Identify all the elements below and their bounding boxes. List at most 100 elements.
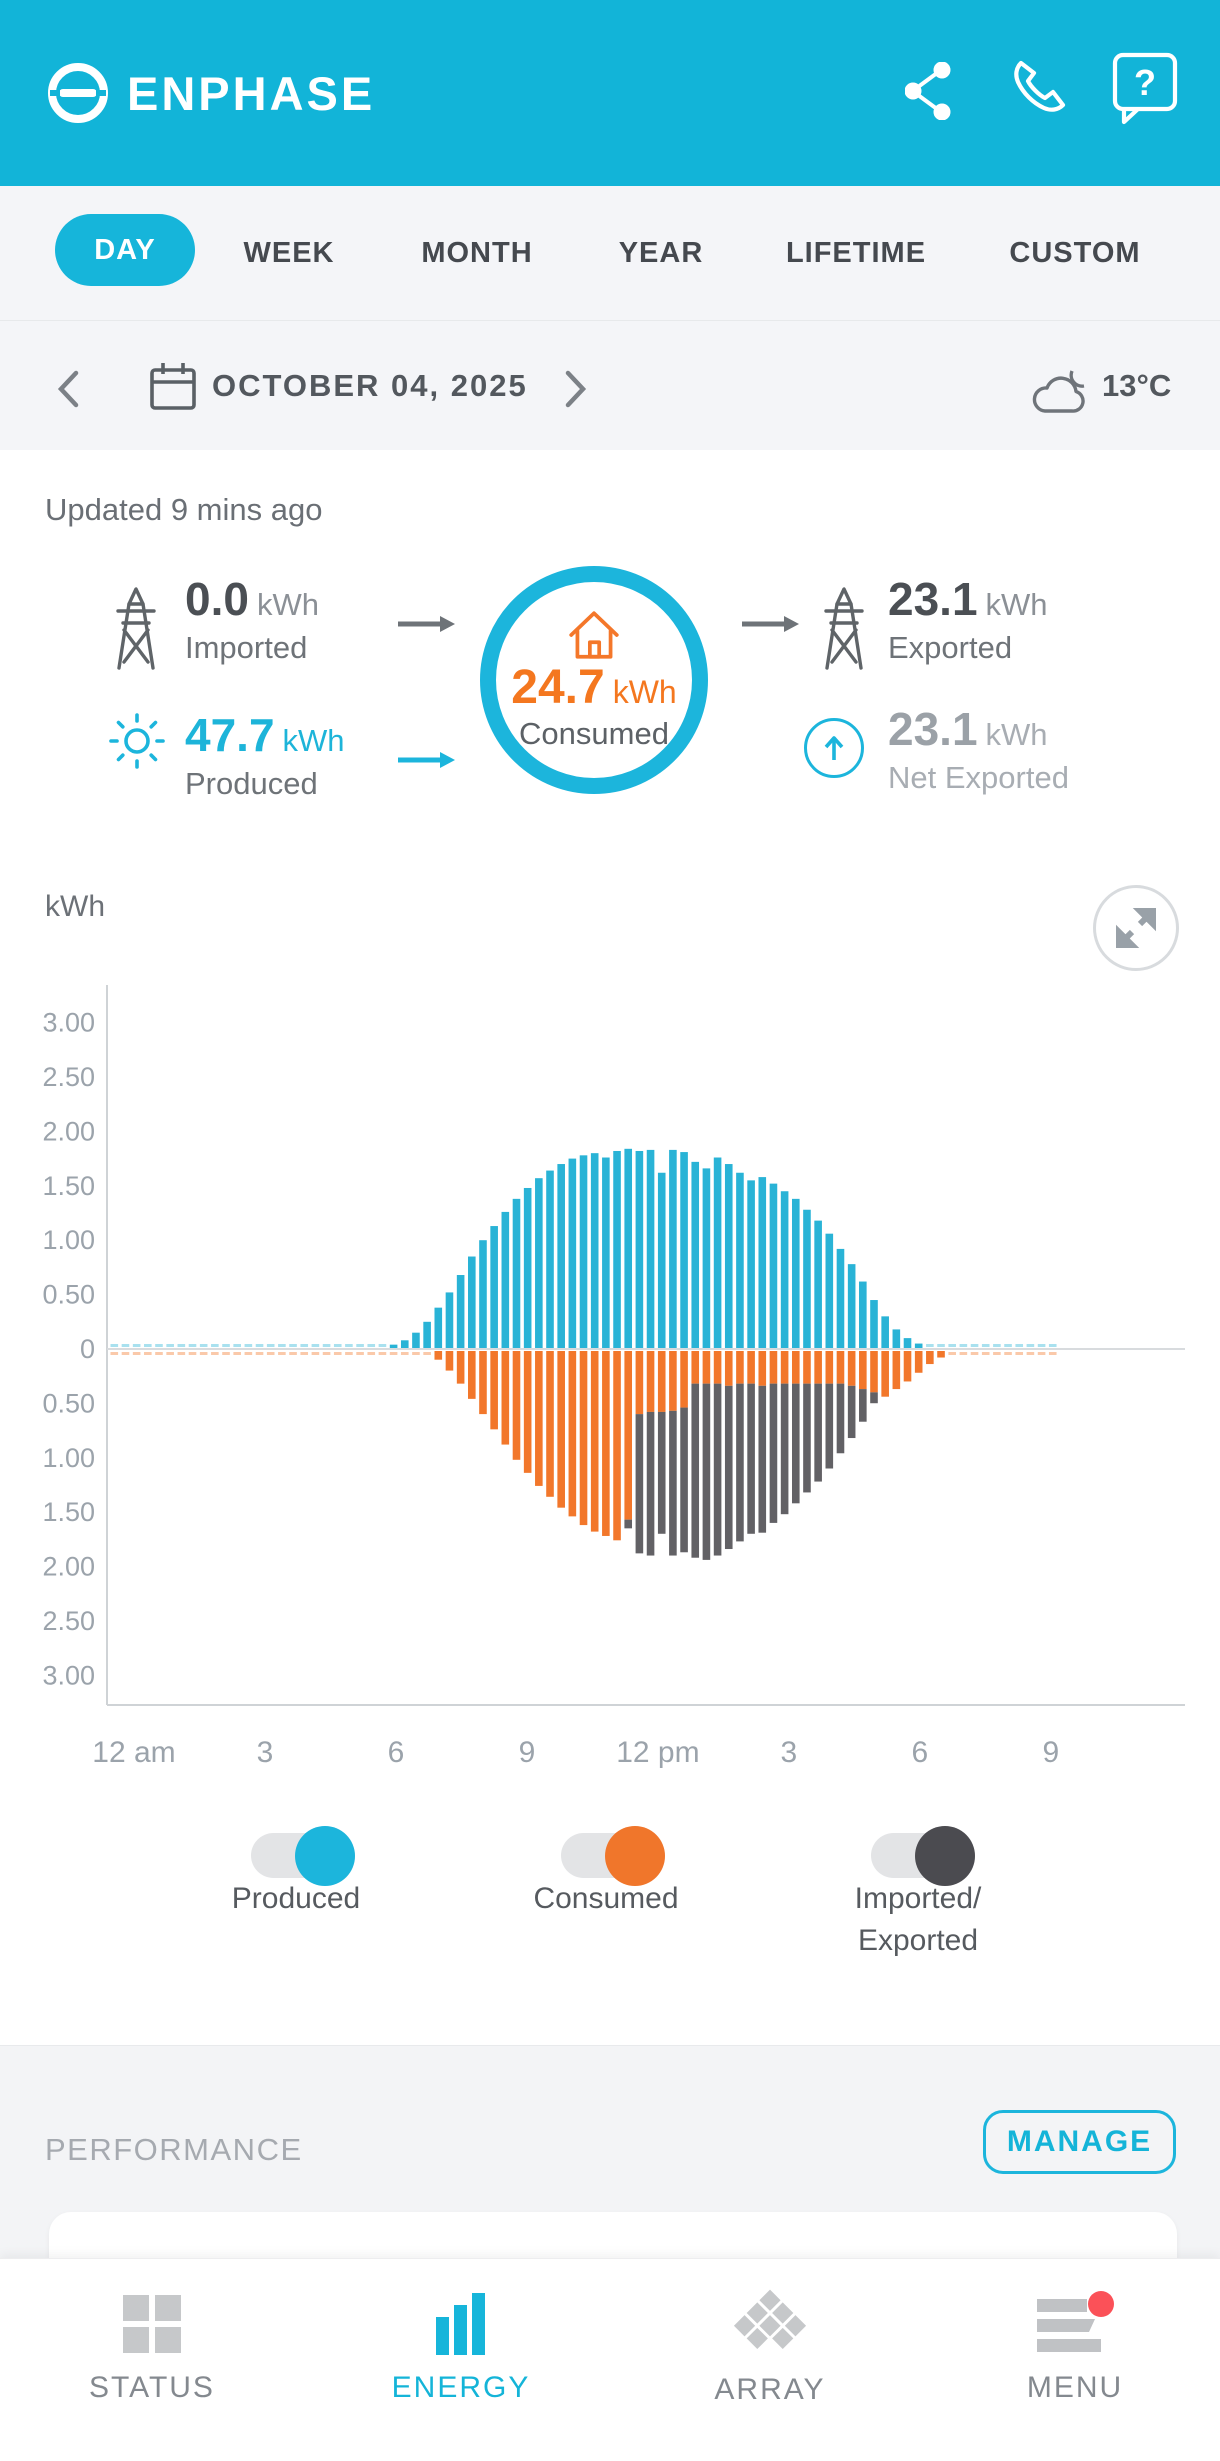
bar-exported (736, 1383, 744, 1542)
bar-consumed (657, 1351, 666, 1412)
dash-produced (367, 1344, 376, 1347)
bar-consumed (836, 1351, 845, 1384)
exported-label: Exported (888, 630, 1013, 665)
bar-produced (456, 1275, 465, 1349)
dash-produced (211, 1344, 219, 1347)
bar-consumed (646, 1351, 655, 1412)
dash-consumed (233, 1352, 241, 1355)
nav-energy[interactable]: ENERGY (351, 2259, 571, 2461)
bar-consumed (635, 1351, 644, 1415)
bar-consumed (903, 1351, 912, 1382)
energy-summary: Updated 9 mins ago 0.0 kWh Imported (0, 450, 1220, 849)
bar-consumed (892, 1351, 901, 1390)
manage-button[interactable]: MANAGE (983, 2110, 1176, 2174)
bar-consumed (523, 1351, 532, 1473)
bar-produced (803, 1209, 811, 1349)
dash-produced (948, 1344, 956, 1347)
bar-consumed (769, 1351, 778, 1384)
nav-status[interactable]: STATUS (42, 2259, 262, 2461)
enphase-logo-icon (48, 63, 108, 123)
net-exported-value: 23.1 kWh Net Exported (888, 703, 1069, 795)
dash-consumed (1037, 1352, 1046, 1355)
bar-produced (613, 1150, 621, 1349)
tab-custom[interactable]: CUSTOM (1009, 236, 1141, 269)
bar-produced (657, 1172, 666, 1349)
bar-consumed (780, 1351, 789, 1384)
nav-energy-label: ENERGY (391, 2371, 531, 2404)
dash-consumed (244, 1352, 253, 1355)
tab-year[interactable]: YEAR (618, 236, 704, 269)
produced-label: Produced (185, 766, 318, 801)
consumed-toggle-label: Consumed (533, 1882, 679, 1915)
bar-consumed (512, 1351, 521, 1460)
performance-section: PERFORMANCE MANAGE (0, 2045, 1220, 2259)
bar-produced (400, 1340, 409, 1349)
produced-toggle-knob[interactable] (295, 1826, 355, 1886)
dash-produced (266, 1344, 275, 1347)
dash-consumed (1048, 1352, 1057, 1355)
bar-produced (412, 1332, 420, 1349)
dash-produced (144, 1344, 152, 1347)
current-date[interactable]: OCTOBER 04, 2025 (212, 367, 528, 403)
bar-produced (423, 1321, 431, 1349)
dash-consumed (993, 1352, 1001, 1355)
nav-menu[interactable]: MENU (965, 2259, 1185, 2461)
bar-consumed (870, 1351, 878, 1393)
dash-produced (970, 1344, 979, 1347)
dash-produced (222, 1344, 230, 1347)
bar-produced (914, 1343, 923, 1349)
nav-array[interactable]: ARRAY (660, 2259, 880, 2461)
dash-consumed (222, 1352, 230, 1355)
imported-exported-toggle-knob[interactable] (915, 1826, 975, 1886)
bar-produced (624, 1148, 633, 1349)
bar-produced (501, 1211, 510, 1349)
bar-consumed (859, 1351, 867, 1390)
consumed-value: 24.7 kWh (511, 660, 677, 714)
dash-consumed (177, 1352, 186, 1355)
help-icon[interactable]: ? (1112, 52, 1178, 131)
chevron-left-icon[interactable] (55, 369, 81, 409)
tab-day[interactable]: DAY (55, 214, 195, 286)
bar-consumed (624, 1351, 633, 1520)
x-tick-labels: 12 am 3 6 9 12 pm 3 6 9 (92, 1736, 1059, 1769)
chevron-right-icon[interactable] (563, 369, 589, 409)
tab-month[interactable]: MONTH (421, 236, 533, 269)
x-tick-label: 12 am (92, 1736, 175, 1769)
imported-exported-toggle-label: Imported/Exported (854, 1882, 982, 1957)
y-tick-label: 1.00 (42, 1443, 95, 1473)
bar-consumed (791, 1351, 800, 1384)
bar-produced (691, 1161, 700, 1349)
tab-week[interactable]: WEEK (243, 236, 335, 269)
house-icon (569, 610, 619, 659)
consumed-toggle-knob[interactable] (605, 1826, 665, 1886)
dash-produced (289, 1344, 297, 1347)
dash-consumed (959, 1352, 968, 1355)
share-icon[interactable] (904, 61, 951, 125)
bar-consumed (445, 1351, 454, 1371)
bar-produced (557, 1164, 565, 1349)
nav-menu-label: MENU (1026, 2371, 1124, 2404)
dash-consumed (199, 1352, 208, 1355)
x-tick-label: 6 (912, 1736, 929, 1769)
dash-consumed (121, 1352, 130, 1355)
tab-lifetime[interactable]: LIFETIME (785, 236, 927, 269)
menu-badge (1088, 2291, 1114, 2317)
bar-produced (836, 1248, 845, 1349)
produced-value: 47.7 kWh Produced (185, 709, 345, 801)
bar-consumed (546, 1351, 554, 1497)
energy-bars-icon (436, 2293, 485, 2355)
phone-icon[interactable] (1008, 56, 1070, 123)
bar-exported (669, 1410, 677, 1556)
bar-produced (702, 1168, 711, 1349)
dash-produced (177, 1344, 186, 1347)
expand-chart-button[interactable] (1093, 885, 1179, 971)
y-tick-label: 2.00 (42, 1552, 95, 1582)
array-panels-icon (733, 2289, 807, 2350)
updated-status: Updated 9 mins ago (45, 492, 323, 527)
dash-consumed (1004, 1352, 1012, 1355)
energy-bar-chart[interactable]: 3.00 2.50 2.00 1.50 1.00 0.50 0 0.50 1.00 1.50 2.0… (0, 950, 1220, 1790)
calendar-icon[interactable] (148, 361, 198, 413)
dash-consumed (345, 1352, 353, 1355)
x-tick-label: 3 (781, 1736, 798, 1769)
date-navigation: OCTOBER 04, 2025 13°C (0, 321, 1220, 451)
